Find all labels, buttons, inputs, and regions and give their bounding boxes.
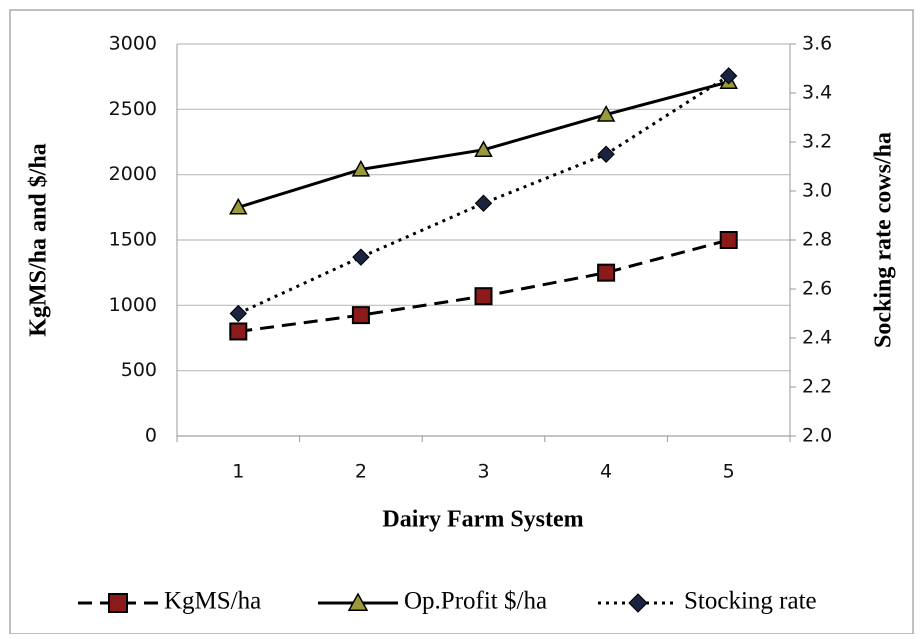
marker [719, 67, 738, 85]
marker [596, 105, 616, 122]
y2-axis-title: Socking rate cows/ha [871, 132, 897, 348]
y2-tick-label: 2.6 [802, 278, 832, 300]
chart-frame [9, 9, 914, 635]
legend-label: Op.Profit $/ha [404, 588, 547, 615]
x-tick-label: 4 [600, 461, 612, 483]
marker [597, 145, 615, 163]
marker [229, 304, 248, 323]
marker [474, 194, 493, 212]
y2-tick-label: 2.4 [802, 327, 832, 349]
legend-marker [347, 592, 369, 611]
marker [597, 263, 616, 282]
x-axis-title: Dairy Farm System [382, 507, 583, 533]
x-tick-label: 2 [355, 461, 367, 483]
y-tick-label: 2500 [109, 98, 157, 120]
marker [229, 197, 248, 215]
y-tick-label: 1000 [109, 294, 157, 316]
y2-tick-label: 3.4 [802, 82, 832, 104]
x-tick-label: 5 [723, 461, 735, 483]
marker [474, 140, 493, 157]
y-tick-label: 2000 [109, 163, 157, 185]
y-tick-label: 3000 [109, 33, 157, 55]
legend-marker [108, 593, 128, 613]
y2-tick-label: 2.8 [802, 229, 832, 251]
marker [474, 287, 493, 306]
y2-tick-label: 3.6 [802, 33, 832, 55]
y2-tick-label: 2.0 [802, 425, 832, 447]
marker [229, 322, 248, 341]
y-tick-label: 0 [145, 425, 157, 447]
y2-tick-label: 2.2 [802, 376, 832, 398]
y-tick-label: 500 [121, 359, 157, 381]
marker [352, 248, 370, 266]
marker [351, 159, 371, 177]
legend-label: KgMS/ha [164, 588, 261, 615]
y-tick-label: 1500 [109, 229, 157, 251]
legend-label: Stocking rate [684, 588, 817, 615]
legend-marker [628, 593, 648, 613]
marker [351, 306, 370, 325]
y-axis-title: KgMS/ha and $/ha [26, 143, 52, 336]
y2-tick-label: 3.2 [802, 131, 832, 153]
x-tick-label: 3 [477, 461, 489, 483]
x-tick-label: 1 [232, 461, 244, 483]
y2-tick-label: 3.0 [802, 180, 832, 202]
marker [719, 231, 738, 249]
series-line [237, 74, 730, 315]
